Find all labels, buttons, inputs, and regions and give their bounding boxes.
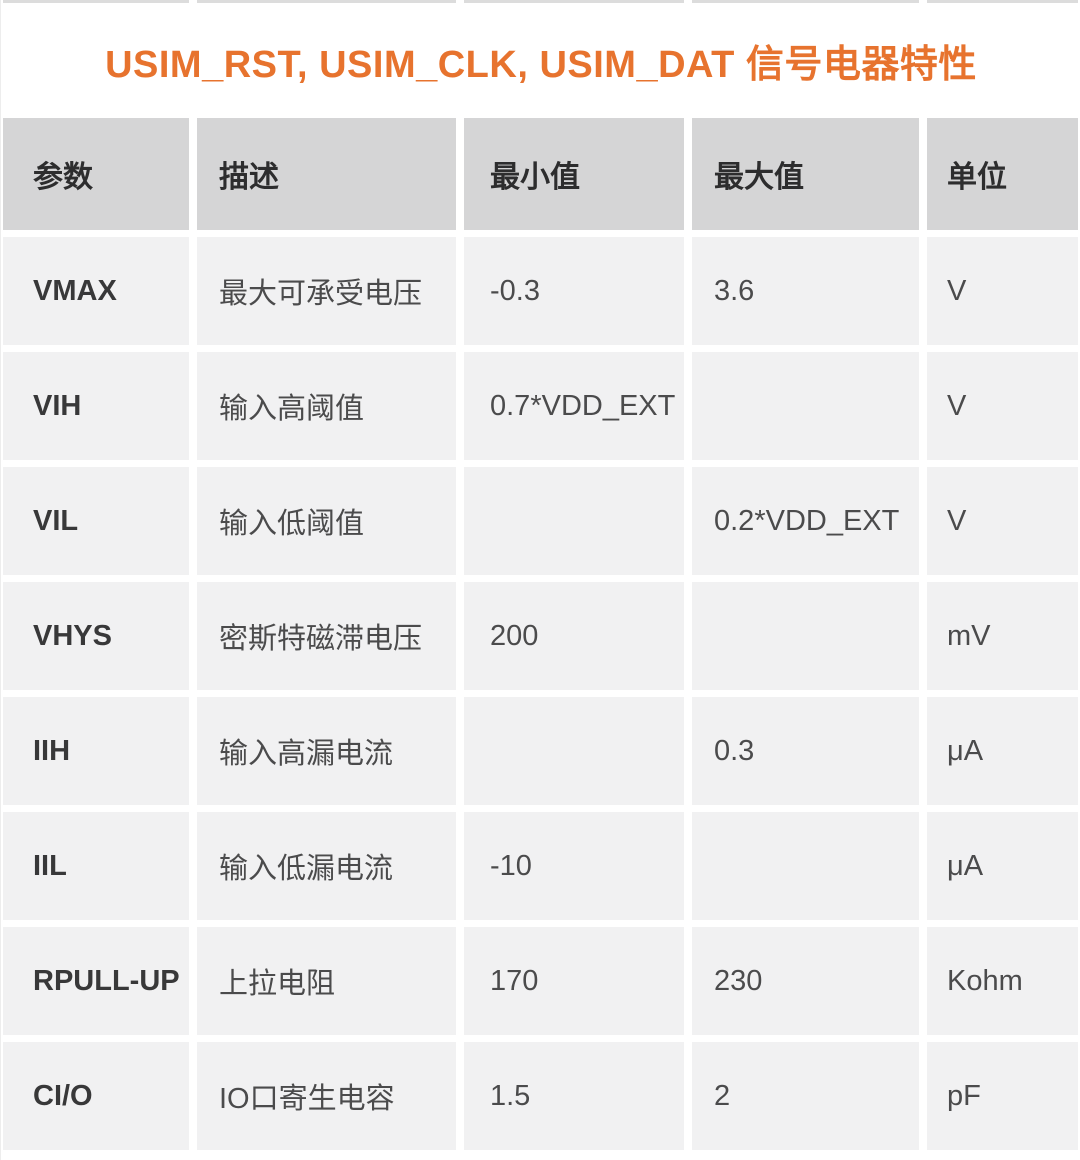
cell-param: VIL	[3, 467, 189, 575]
cell-param: CI/O	[3, 1042, 189, 1150]
cell-unit: Kohm	[927, 927, 1078, 1035]
cell-description: 输入低阈值	[197, 467, 456, 575]
page-title: USIM_RST, USIM_CLK, USIM_DAT 信号电器特性	[105, 44, 977, 86]
top-edge-segment	[692, 0, 919, 3]
cell-description: IO口寄生电容	[197, 1042, 456, 1150]
cell-unit: V	[927, 352, 1078, 460]
column-header-description: 描述	[197, 118, 456, 230]
cell-max	[692, 812, 919, 920]
cell-max: 3.6	[692, 237, 919, 345]
cell-unit: V	[927, 237, 1078, 345]
top-edge-segment	[464, 0, 684, 3]
cell-min	[464, 467, 684, 575]
cell-description: 最大可承受电压	[197, 237, 456, 345]
top-edge-segment	[3, 0, 189, 3]
column-header-unit: 单位	[927, 118, 1078, 230]
cell-param: RPULL-UP	[3, 927, 189, 1035]
cropped-cells-top-edge	[1, 0, 1080, 3]
cell-min	[464, 697, 684, 805]
cell-min: 1.5	[464, 1042, 684, 1150]
cell-param: VIH	[3, 352, 189, 460]
cell-max: 0.2*VDD_EXT	[692, 467, 919, 575]
cell-max	[692, 352, 919, 460]
top-edge-segment	[197, 0, 456, 3]
cell-param: IIL	[3, 812, 189, 920]
cell-max	[692, 582, 919, 690]
cell-min: 200	[464, 582, 684, 690]
cell-unit: pF	[927, 1042, 1078, 1150]
cell-min: 170	[464, 927, 684, 1035]
cell-description: 输入低漏电流	[197, 812, 456, 920]
cell-min: 0.7*VDD_EXT	[464, 352, 684, 460]
cell-description: 上拉电阻	[197, 927, 456, 1035]
usim-characteristics-table: 参数 描述 最小值 最大值 单位 VMAX 最大可承受电压 -0.3 3.6 V…	[1, 118, 1080, 1150]
cell-unit: V	[927, 467, 1078, 575]
cell-max: 0.3	[692, 697, 919, 805]
title-bar: USIM_RST, USIM_CLK, USIM_DAT 信号电器特性	[1, 3, 1080, 118]
column-header-param: 参数	[3, 118, 189, 230]
cell-param: VHYS	[3, 582, 189, 690]
column-header-max: 最大值	[692, 118, 919, 230]
cell-unit: mV	[927, 582, 1078, 690]
cell-param: VMAX	[3, 237, 189, 345]
cell-max: 230	[692, 927, 919, 1035]
cell-description: 输入高漏电流	[197, 697, 456, 805]
cell-min: -0.3	[464, 237, 684, 345]
column-header-min: 最小值	[464, 118, 684, 230]
cell-max: 2	[692, 1042, 919, 1150]
cell-description: 输入高阈值	[197, 352, 456, 460]
cell-unit: μA	[927, 812, 1078, 920]
cell-min: -10	[464, 812, 684, 920]
top-edge-segment	[927, 0, 1078, 3]
cell-param: IIH	[3, 697, 189, 805]
cell-unit: μA	[927, 697, 1078, 805]
cell-description: 密斯特磁滞电压	[197, 582, 456, 690]
